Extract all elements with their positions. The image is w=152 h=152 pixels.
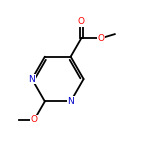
Text: N: N xyxy=(67,97,74,106)
Text: N: N xyxy=(29,74,35,84)
Text: O: O xyxy=(98,34,105,43)
Text: O: O xyxy=(31,115,38,124)
Text: O: O xyxy=(78,17,85,26)
